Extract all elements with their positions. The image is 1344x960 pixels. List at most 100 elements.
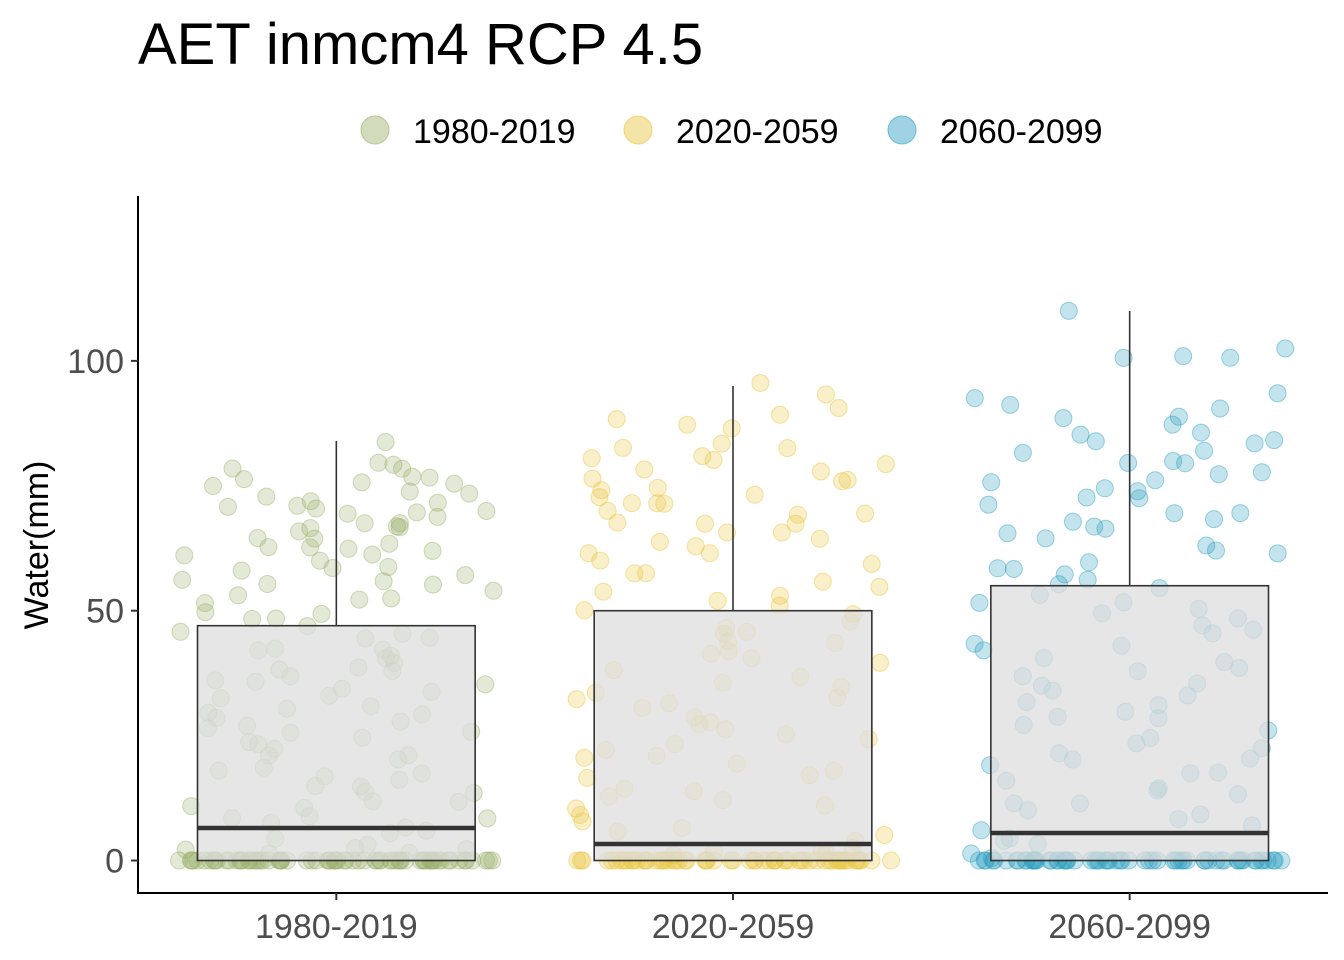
data-point <box>267 609 285 628</box>
data-point <box>1221 348 1240 367</box>
data-point <box>635 460 654 479</box>
data-point <box>829 399 848 417</box>
box <box>990 584 1270 862</box>
data-point <box>1114 348 1133 367</box>
data-point <box>575 601 594 620</box>
x-tick-label: 2060-2099 <box>1048 908 1211 946</box>
data-point <box>751 374 770 392</box>
x-tick-label: 1980-2019 <box>255 908 418 946</box>
data-point <box>477 502 496 520</box>
data-point <box>870 577 889 596</box>
data-point <box>1036 529 1055 548</box>
data-point <box>571 806 590 824</box>
data-point <box>476 675 495 694</box>
data-point <box>598 501 617 520</box>
data-point <box>204 477 222 495</box>
data-point <box>700 544 719 563</box>
data-point <box>323 559 342 577</box>
data-point <box>374 572 393 591</box>
y-ticks: 0 50 100 <box>67 343 138 881</box>
data-point <box>1119 454 1138 472</box>
data-point <box>1197 536 1216 555</box>
box <box>196 624 476 862</box>
data-point <box>1059 301 1078 320</box>
data-point <box>350 590 369 609</box>
data-point <box>712 434 731 453</box>
data-point <box>420 468 439 487</box>
data-point <box>678 415 697 434</box>
data-point <box>745 485 764 504</box>
data-point <box>567 690 586 709</box>
data-point <box>478 809 497 828</box>
data-point <box>1205 510 1223 529</box>
legend-swatch <box>887 115 917 145</box>
data-point <box>1086 432 1105 451</box>
data-point <box>778 439 797 458</box>
data-point <box>718 523 737 542</box>
data-point <box>786 514 805 533</box>
y-tick-label: 100 <box>67 343 124 381</box>
data-point <box>301 519 320 538</box>
boxes <box>196 310 1270 862</box>
data-point <box>382 589 401 608</box>
data-point <box>355 514 374 533</box>
y-tick-label: 0 <box>105 843 124 881</box>
data-point <box>578 768 597 787</box>
data-point <box>288 496 307 515</box>
data-point <box>579 544 598 563</box>
data-point <box>704 451 723 469</box>
data-point <box>573 851 592 870</box>
data-point <box>1195 441 1214 460</box>
data-point <box>400 482 419 501</box>
data-point <box>722 419 741 438</box>
data-point <box>301 492 320 511</box>
chart-title: AET inmcm4 RCP 4.5 <box>138 12 703 77</box>
data-point <box>1054 409 1073 428</box>
data-point <box>982 473 1001 492</box>
data-point <box>979 495 998 514</box>
data-point <box>1071 425 1090 444</box>
data-point <box>575 748 594 767</box>
data-point <box>384 455 403 474</box>
data-point <box>1169 407 1188 426</box>
data-point <box>998 524 1017 543</box>
data-point <box>962 844 981 863</box>
data-point <box>882 851 900 870</box>
data-point <box>1245 434 1264 453</box>
data-point <box>1165 504 1184 523</box>
data-point <box>1231 504 1250 523</box>
data-point <box>379 558 398 576</box>
data-point <box>258 575 277 593</box>
data-point <box>970 593 989 612</box>
data-point <box>1272 851 1291 870</box>
data-point <box>811 462 830 481</box>
data-point <box>1268 544 1287 563</box>
data-point <box>1077 488 1096 507</box>
data-point <box>568 851 587 870</box>
data-point <box>1268 384 1287 403</box>
data-point <box>648 478 667 497</box>
data-point <box>1096 519 1115 538</box>
data-point <box>771 405 789 424</box>
data-point <box>196 603 215 622</box>
data-point <box>988 559 1007 578</box>
data-point <box>771 586 789 605</box>
data-point <box>1276 339 1295 358</box>
data-point <box>476 851 495 870</box>
data-point <box>259 538 278 557</box>
data-point <box>614 438 632 457</box>
data-point <box>708 591 727 610</box>
data-point <box>1055 565 1074 584</box>
data-point <box>648 494 667 513</box>
legend-swatch <box>623 115 653 145</box>
data-point <box>175 546 194 565</box>
data-point <box>235 470 253 489</box>
data-point <box>833 472 851 491</box>
data-point <box>369 453 388 472</box>
data-point <box>862 554 881 573</box>
data-point <box>650 532 669 551</box>
y-tick-label: 50 <box>86 593 124 631</box>
data-point <box>232 561 251 580</box>
data-point <box>376 433 395 451</box>
